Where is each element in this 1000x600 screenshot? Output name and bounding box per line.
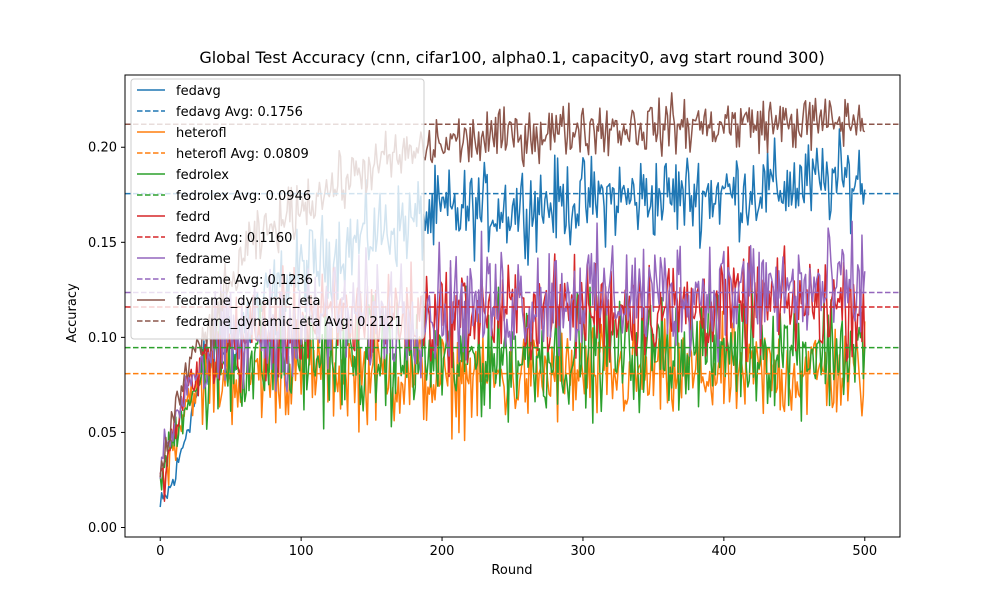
y-tick-label: 0.15	[88, 236, 117, 251]
plot-frame	[124, 74, 901, 538]
legend-box	[130, 78, 425, 340]
legend-avg-label-heterofl: heterofl Avg: 0.0809	[176, 147, 309, 162]
series-line-fedrd	[159, 245, 866, 502]
legend-label-fedrd: fedrd	[176, 210, 210, 225]
legend: fedavg fedavg Avg: 0.1756 heterofl heterofl…	[130, 78, 425, 340]
chart-title: Global Test Accuracy (cnn, cifar100, alp…	[199, 48, 824, 67]
legend-avg-label-fedrd: fedrd Avg: 0.1160	[176, 231, 292, 246]
x-tick-label: 0	[156, 544, 164, 559]
x-tick-label: 500	[852, 544, 877, 559]
x-axis-label: Round	[491, 563, 532, 578]
x-tick-label: 100	[289, 544, 314, 559]
y-axis-label: Accuracy	[65, 283, 80, 343]
legend-avg-label-fedrame_dynamic_eta: fedrame_dynamic_eta Avg: 0.2121	[176, 315, 403, 330]
legend-label-fedrame: fedrame	[176, 252, 231, 267]
legend-label-fedavg: fedavg	[176, 84, 221, 99]
legend-label-heterofl: heterofl	[176, 126, 227, 141]
x-tick-label: 300	[571, 544, 596, 559]
axes: 0 100 200 300 400 500 0.00 0.05 0.10 0.15 0.20	[88, 74, 901, 559]
legend-label-fedrame_dynamic_eta: fedrame_dynamic_eta	[176, 294, 320, 309]
x-tick-label: 400	[711, 544, 736, 559]
legend-avg-label-fedrame: fedrame Avg: 0.1236	[176, 273, 313, 288]
y-tick-label: 0.00	[88, 521, 117, 536]
legend-avg-label-fedrolex: fedrolex Avg: 0.0946	[176, 189, 311, 204]
y-tick-label: 0.05	[88, 426, 117, 441]
legend-label-fedrolex: fedrolex	[176, 168, 229, 183]
y-tick-label: 0.10	[88, 331, 117, 346]
x-tick-label: 200	[430, 544, 455, 559]
y-tick-label: 0.20	[88, 141, 117, 156]
legend-avg-label-fedavg: fedavg Avg: 0.1756	[176, 105, 303, 120]
